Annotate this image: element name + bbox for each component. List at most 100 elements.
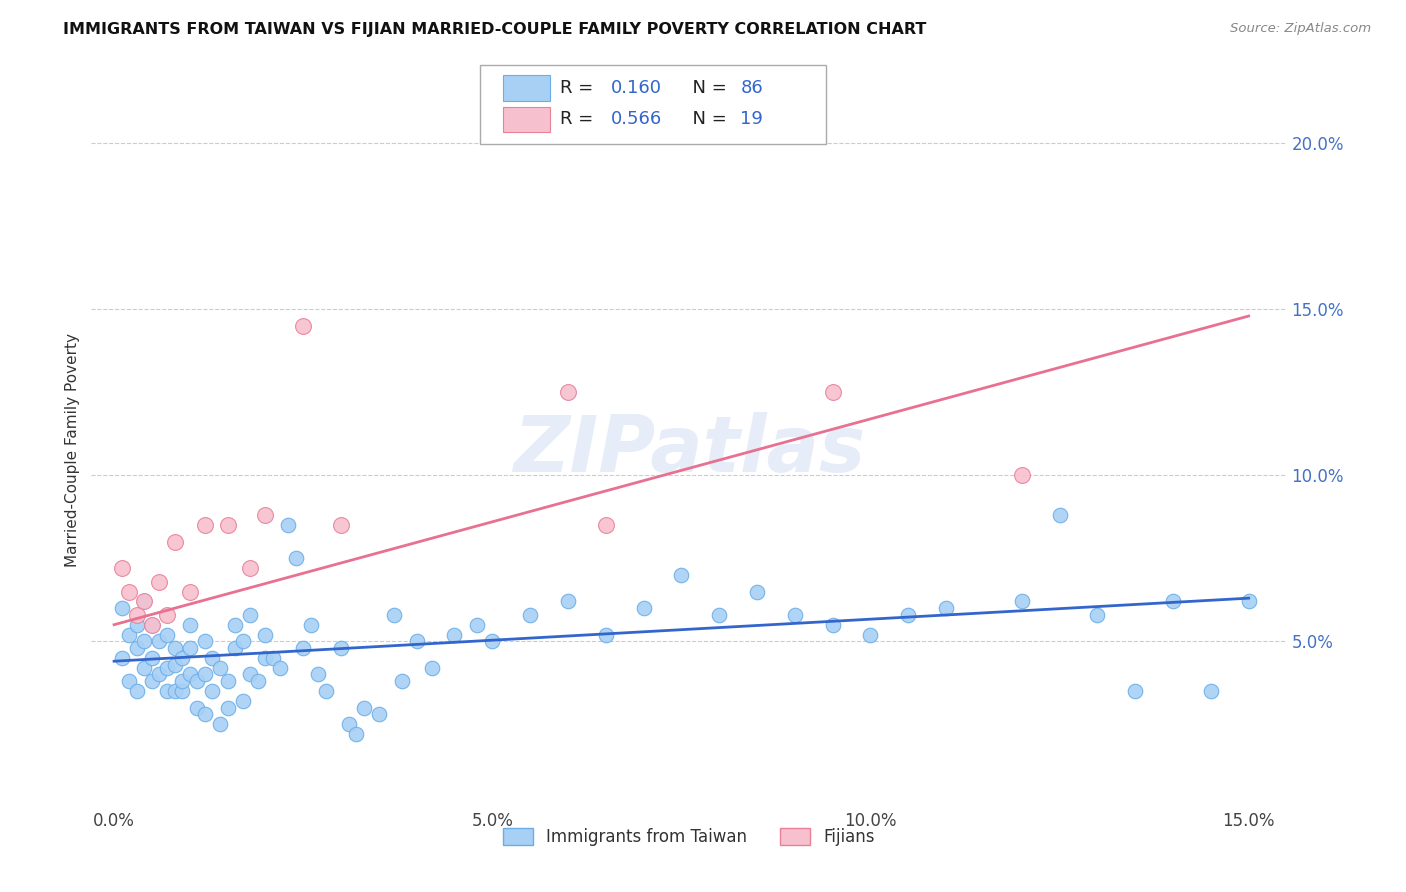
Text: ZIPatlas: ZIPatlas: [513, 412, 865, 489]
Point: [125, 684, 148, 698]
Point: [125, 607, 148, 622]
Point: [148, 634, 170, 648]
Point: [367, 707, 389, 722]
Point: [557, 385, 579, 400]
Point: [420, 661, 443, 675]
Point: [156, 607, 179, 622]
Point: [179, 584, 201, 599]
Text: 0.566: 0.566: [612, 111, 662, 128]
Point: [292, 318, 315, 333]
Point: [148, 667, 170, 681]
Point: [172, 651, 194, 665]
Point: [111, 601, 134, 615]
Text: N =: N =: [681, 111, 733, 128]
Point: [125, 617, 148, 632]
Point: [519, 607, 541, 622]
Point: [163, 534, 186, 549]
FancyBboxPatch shape: [502, 106, 550, 132]
Point: [163, 640, 186, 655]
Point: [172, 684, 194, 698]
Point: [821, 385, 844, 400]
Point: [443, 628, 465, 642]
Point: [194, 634, 217, 648]
Point: [277, 518, 299, 533]
Point: [118, 674, 141, 689]
Text: 19: 19: [741, 111, 763, 128]
Point: [382, 607, 405, 622]
Point: [254, 628, 277, 642]
Point: [111, 561, 134, 575]
Text: IMMIGRANTS FROM TAIWAN VS FIJIAN MARRIED-COUPLE FAMILY POVERTY CORRELATION CHART: IMMIGRANTS FROM TAIWAN VS FIJIAN MARRIED…: [63, 22, 927, 37]
Point: [315, 684, 337, 698]
Point: [172, 674, 194, 689]
Point: [671, 568, 693, 582]
Point: [246, 674, 269, 689]
Point: [859, 628, 882, 642]
Point: [186, 674, 208, 689]
Point: [163, 657, 186, 672]
Point: [595, 628, 617, 642]
Text: 86: 86: [741, 79, 763, 97]
Point: [292, 640, 315, 655]
Point: [1123, 684, 1146, 698]
Point: [254, 508, 277, 523]
Point: [1087, 607, 1109, 622]
Point: [1199, 684, 1222, 698]
Point: [935, 601, 957, 615]
Point: [299, 617, 322, 632]
Point: [194, 707, 217, 722]
Point: [557, 594, 579, 608]
Point: [179, 640, 201, 655]
Point: [330, 640, 353, 655]
Point: [201, 684, 224, 698]
FancyBboxPatch shape: [479, 65, 827, 144]
Point: [208, 717, 231, 731]
Point: [134, 594, 156, 608]
Point: [353, 700, 375, 714]
Point: [201, 651, 224, 665]
FancyBboxPatch shape: [502, 75, 550, 101]
Point: [337, 717, 360, 731]
Point: [194, 518, 217, 533]
Point: [163, 684, 186, 698]
Point: [284, 551, 307, 566]
Point: [208, 661, 231, 675]
Text: R =: R =: [560, 79, 599, 97]
Point: [217, 518, 239, 533]
Point: [465, 617, 488, 632]
Point: [595, 518, 617, 533]
Point: [1011, 468, 1033, 483]
Point: [179, 617, 201, 632]
Point: [156, 661, 179, 675]
Point: [1237, 594, 1260, 608]
Point: [217, 674, 239, 689]
Text: 0.160: 0.160: [612, 79, 662, 97]
Point: [125, 640, 148, 655]
Point: [897, 607, 920, 622]
Point: [141, 674, 163, 689]
Point: [307, 667, 329, 681]
Point: [344, 727, 367, 741]
Point: [239, 561, 262, 575]
Point: [134, 594, 156, 608]
Point: [269, 661, 291, 675]
Legend: Immigrants from Taiwan, Fijians: Immigrants from Taiwan, Fijians: [496, 821, 882, 853]
Point: [783, 607, 806, 622]
Point: [134, 661, 156, 675]
Point: [148, 574, 170, 589]
Point: [481, 634, 503, 648]
Point: [405, 634, 427, 648]
Point: [118, 584, 141, 599]
Point: [224, 617, 246, 632]
Text: N =: N =: [681, 79, 733, 97]
Point: [709, 607, 731, 622]
Point: [141, 617, 163, 632]
Point: [330, 518, 353, 533]
Point: [224, 640, 246, 655]
Point: [391, 674, 413, 689]
Point: [186, 700, 208, 714]
Point: [194, 667, 217, 681]
Point: [156, 684, 179, 698]
Point: [156, 628, 179, 642]
Point: [1011, 594, 1033, 608]
